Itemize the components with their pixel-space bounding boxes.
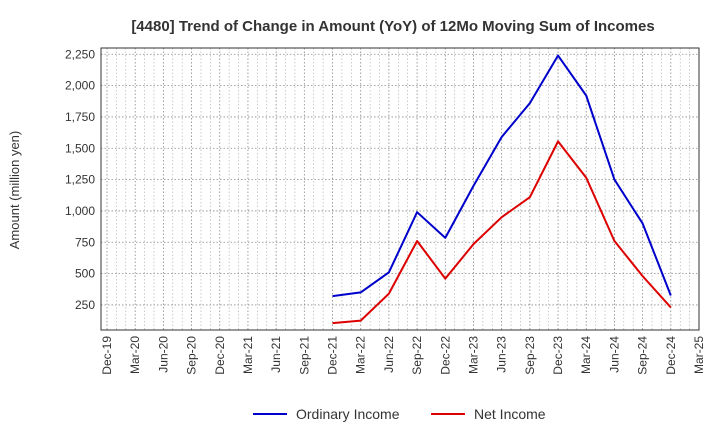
series-lines xyxy=(332,54,672,325)
x-tick-label: Jun-23 xyxy=(495,336,509,373)
x-tick-label: Mar-21 xyxy=(241,336,255,374)
x-tick-label: Dec-19 xyxy=(100,336,114,375)
y-tick-label: 250 xyxy=(75,298,95,312)
x-tick-label: Sep-24 xyxy=(636,336,650,375)
y-tick-label: 1,000 xyxy=(65,204,95,218)
x-tick-label: Dec-22 xyxy=(438,336,452,375)
x-tick-label: Jun-24 xyxy=(607,336,621,373)
x-tick-label: Sep-22 xyxy=(410,336,424,375)
x-tick-label: Mar-23 xyxy=(466,336,480,374)
chart-title: [4480] Trend of Change in Amount (YoY) o… xyxy=(131,18,654,35)
x-tick-label: Mar-20 xyxy=(128,336,142,374)
y-tick-label: 1,250 xyxy=(65,173,95,187)
x-tick-label: Mar-25 xyxy=(692,336,706,374)
y-tick-label: 1,750 xyxy=(65,110,95,124)
x-tick-label: Jun-21 xyxy=(269,336,283,373)
x-tick-label: Mar-24 xyxy=(579,336,593,374)
series-line-ordinary-income xyxy=(332,54,672,298)
plot-area xyxy=(101,48,699,330)
x-tick-label: Jun-22 xyxy=(382,336,396,373)
y-tick-label: 2,250 xyxy=(65,47,95,61)
plot-border xyxy=(100,47,700,331)
x-tick-label: Dec-23 xyxy=(551,336,565,375)
x-tick-labels: Dec-19 Mar-20 Jun-20 Sep-20 Dec-20 Mar-21 Jun-… xyxy=(100,336,706,375)
x-tick-label: Mar-22 xyxy=(354,336,368,374)
x-tick-label: Dec-20 xyxy=(213,336,227,375)
x-tick-label: Sep-20 xyxy=(185,336,199,375)
y-tick-label: 500 xyxy=(75,267,95,281)
legend: Ordinary Income Net Income xyxy=(253,406,546,422)
x-tick-label: Jun-20 xyxy=(156,336,170,373)
series-line-net-income xyxy=(332,140,672,325)
grid xyxy=(101,48,700,330)
x-tick-label: Dec-21 xyxy=(326,336,340,375)
legend-label: Ordinary Income xyxy=(296,406,400,422)
y-axis-label: Amount (million yen) xyxy=(7,131,22,250)
y-tick-labels: 250 500 750 1,000 1,250 1,500 1,750 2,000 2,250 xyxy=(65,47,95,312)
x-tick-label: Dec-24 xyxy=(664,336,678,375)
y-tick-label: 1,500 xyxy=(65,141,95,155)
x-tick-label: Sep-23 xyxy=(523,336,537,375)
legend-label: Net Income xyxy=(474,406,546,422)
y-tick-label: 2,000 xyxy=(65,79,95,93)
y-tick-label: 750 xyxy=(75,235,95,249)
x-tick-label: Sep-21 xyxy=(297,336,311,375)
